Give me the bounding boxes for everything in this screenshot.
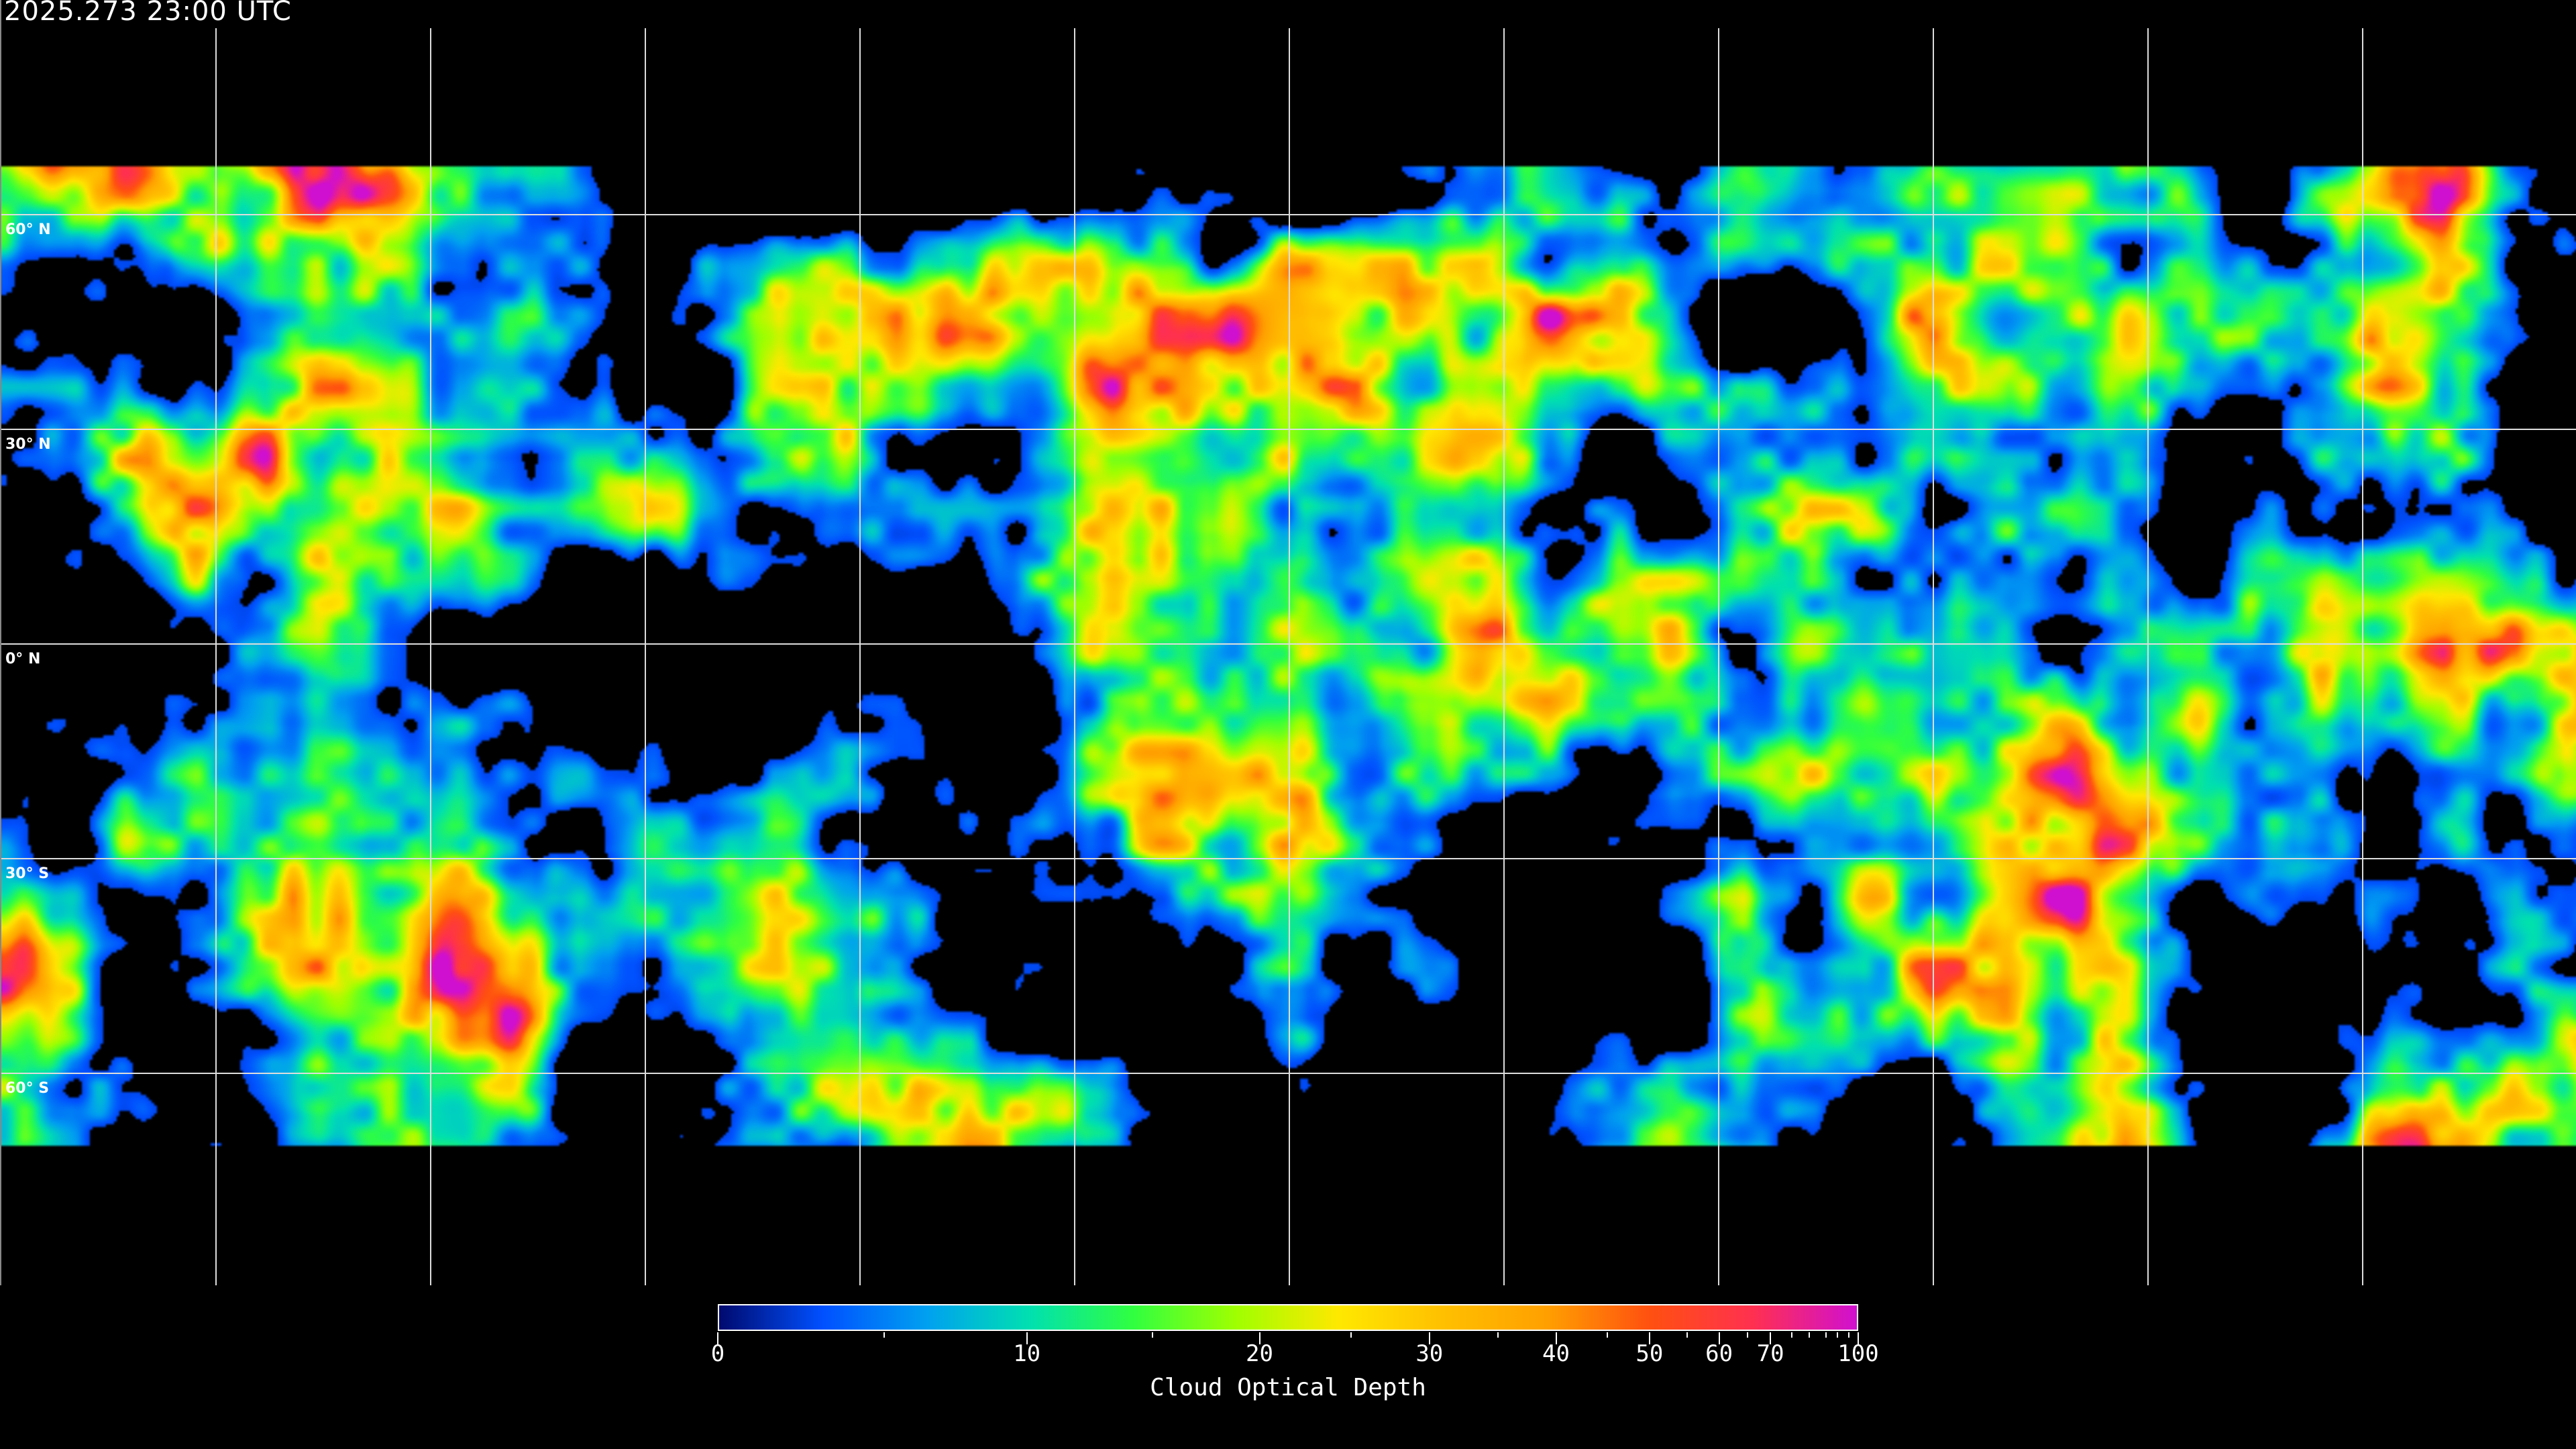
graticule: [1, 28, 2576, 1285]
timestamp-title: 2025.273 23:00 UTC: [4, 0, 292, 27]
colorbar-tick-label: 50: [1635, 1340, 1664, 1367]
colorbar-minor-tick: [1607, 1332, 1608, 1338]
colorbar-major-tick: [1718, 1332, 1720, 1344]
colorbar-tick-label: 60: [1705, 1340, 1733, 1367]
colorbar-minor-tick: [1497, 1332, 1499, 1338]
colorbar-major-tick: [1555, 1332, 1557, 1344]
colorbar-minor-tick: [1825, 1332, 1827, 1338]
lat-label-30n: 30° N: [5, 436, 51, 453]
colorbar-minor-tick: [1837, 1332, 1839, 1338]
colorbar-minor-tick: [1686, 1332, 1688, 1338]
colorbar-tick-label: 0: [710, 1340, 725, 1367]
colorbar: [718, 1304, 1858, 1331]
colorbar-major-tick: [1858, 1332, 1859, 1344]
colorbar-title: Cloud Optical Depth: [1150, 1374, 1426, 1401]
colorbar-major-tick: [1428, 1332, 1430, 1344]
lat-label-30s: 30° S: [5, 865, 50, 882]
colorbar-major-tick: [1770, 1332, 1772, 1344]
cloud-optical-depth-map: 2025.273 23:00 UTC 60° N 30° N 0° N 30° …: [0, 0, 2576, 1285]
colorbar-minor-tick: [1791, 1332, 1793, 1338]
colorbar-minor-tick: [1151, 1332, 1153, 1338]
colorbar-tick-label: 100: [1837, 1340, 1879, 1367]
colorbar-tick-label: 40: [1542, 1340, 1570, 1367]
colorbar-major-tick: [1026, 1332, 1028, 1344]
colorbar-major-tick: [717, 1332, 718, 1344]
colorbar-major-tick: [1648, 1332, 1650, 1344]
lat-label-60s: 60° S: [5, 1080, 50, 1097]
colorbar-tick-label: 30: [1415, 1340, 1444, 1367]
colorbar-minor-tick: [1848, 1332, 1850, 1338]
colorbar-tick-label: 70: [1756, 1340, 1784, 1367]
lat-label-60n: 60° N: [5, 221, 51, 238]
colorbar-minor-tick: [883, 1332, 885, 1338]
colorbar-tick-label: 10: [1013, 1340, 1041, 1367]
colorbar-major-tick: [1258, 1332, 1260, 1344]
colorbar-tick-label: 20: [1246, 1340, 1273, 1367]
lat-label-0n: 0° N: [5, 651, 41, 667]
colorbar-minor-tick: [1350, 1332, 1352, 1338]
colorbar-minor-tick: [1747, 1332, 1749, 1338]
colorbar-minor-tick: [1808, 1332, 1810, 1338]
